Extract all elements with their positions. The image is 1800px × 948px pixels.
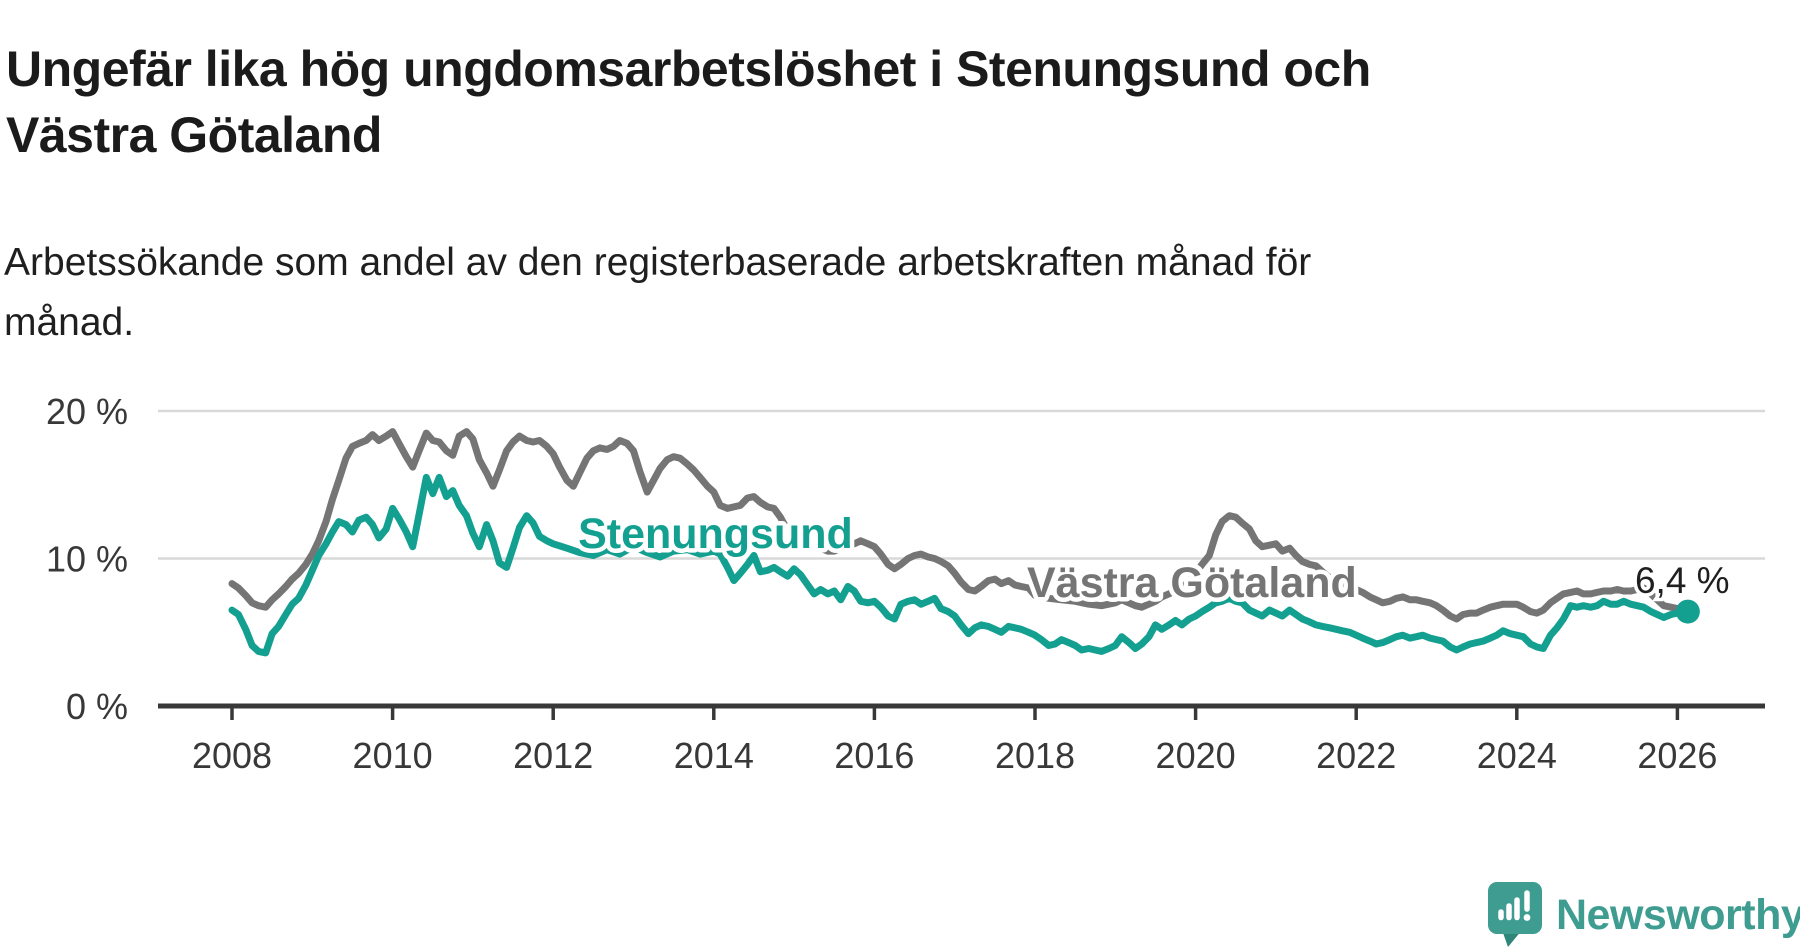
- x-axis-label-2008: 2008: [192, 735, 272, 776]
- y-axis-label-10: 10 %: [46, 539, 128, 580]
- x-axis-label-2026: 2026: [1637, 735, 1717, 776]
- x-axis-label-2018: 2018: [995, 735, 1075, 776]
- x-axis-label-2014: 2014: [674, 735, 754, 776]
- x-axis-label-2020: 2020: [1156, 735, 1236, 776]
- end-dot: [1675, 599, 1700, 624]
- page-title-line2: Västra Götaland: [6, 106, 382, 163]
- logo-bubble-tail: [1502, 930, 1522, 947]
- y-axis-label-20: 20 %: [46, 391, 128, 432]
- x-axis-label-2022: 2022: [1316, 735, 1396, 776]
- chart-subtitle: Arbetssökande som andel av den registerb…: [4, 233, 1311, 353]
- y-axis-label-0: 0 %: [66, 686, 128, 727]
- series-label-vastra-gotaland: Västra Götaland: [1027, 559, 1357, 607]
- chart-subtitle-line2: månad.: [4, 301, 135, 344]
- newsworthy-logo-icon: [1488, 882, 1542, 947]
- end-value-annotation: 6,4 %: [1635, 560, 1730, 601]
- brand-name: Newsworthy: [1556, 891, 1800, 939]
- series-label-stenungsund: Stenungsund: [578, 510, 853, 558]
- series-line-stenungsund: [228, 473, 1692, 657]
- logo-exclamation-dot: [1523, 914, 1531, 921]
- x-axis-label-2010: 2010: [353, 735, 433, 776]
- series-line-vastra-gotaland: [228, 428, 1685, 623]
- chart-subtitle-line1: Arbetssökande som andel av den registerb…: [4, 241, 1312, 284]
- newsworthy-brand: Newsworthy: [1488, 882, 1800, 948]
- page-title-line1: Ungefär lika hög ungdomsarbetslöshet i S…: [6, 40, 1371, 97]
- logo-bars: [1498, 890, 1530, 921]
- x-axis-label-2016: 2016: [834, 735, 914, 776]
- x-axis-label-2012: 2012: [513, 735, 593, 776]
- page-title: Ungefär lika hög ungdomsarbetslöshet i S…: [6, 36, 1371, 168]
- x-axis-label-2024: 2024: [1477, 735, 1557, 776]
